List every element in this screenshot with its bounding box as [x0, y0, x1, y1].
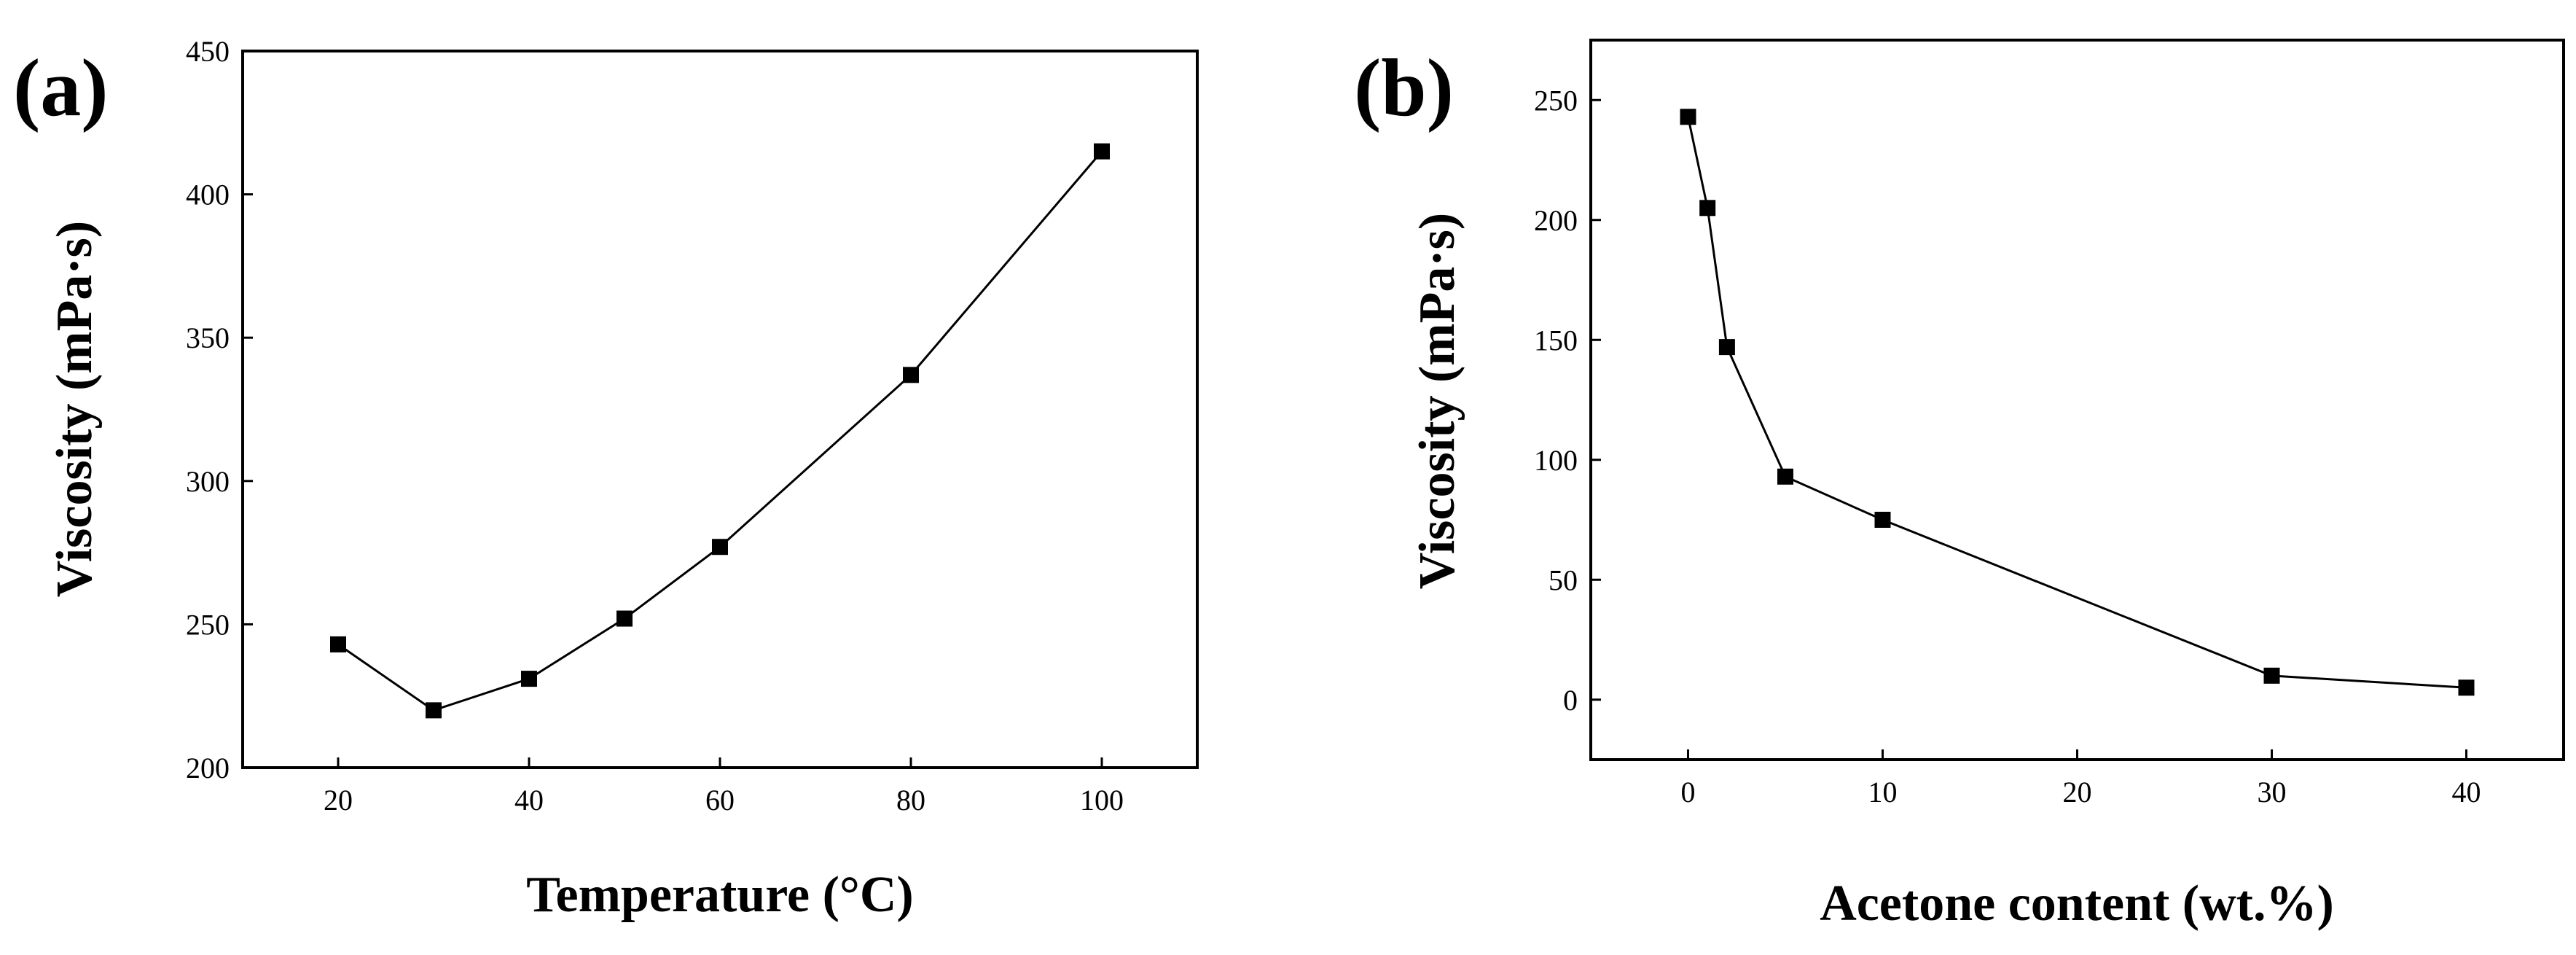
- chart-b: (b) 0 10 20 30 40 0 50 100 150 200 250 Acetone co…: [1354, 39, 2565, 932]
- data-point: [712, 539, 728, 556]
- x-tick-label: 0: [1681, 776, 1696, 808]
- data-point: [903, 367, 919, 383]
- y-tick-label: 150: [1534, 324, 1578, 356]
- x-tick-label: 80: [896, 784, 925, 816]
- x-axis-title-a: Temperature (°C): [526, 867, 914, 923]
- y-tick-label: 100: [1534, 444, 1578, 477]
- y-tick-label: 200: [186, 752, 230, 784]
- data-point: [1094, 143, 1110, 160]
- x-tick-label: 60: [705, 784, 735, 816]
- x-tick-label: 100: [1080, 784, 1124, 816]
- x-tick-label: 10: [1868, 776, 1898, 808]
- chart-a: (a) 20 40 60 80 100 200 250 300 350 400 450 Tempe…: [13, 35, 1199, 923]
- y-tick-label: 250: [186, 608, 230, 641]
- x-tick-label: 30: [2258, 776, 2287, 808]
- x-axis-title-b: Acetone content (wt.%): [1820, 876, 2334, 932]
- data-point: [2263, 667, 2280, 684]
- x-tick-label: 20: [324, 784, 353, 816]
- x-ticks-a: 20 40 60 80 100: [324, 757, 1124, 816]
- data-point: [1680, 109, 1696, 125]
- series-line: [337, 150, 1103, 712]
- x-ticks-b: 0 10 20 30 40: [1681, 749, 2481, 808]
- y-tick-label: 0: [1563, 684, 1578, 717]
- series-b: [1680, 109, 2475, 696]
- series-line: [1687, 116, 2467, 689]
- x-tick-label: 40: [2452, 776, 2481, 808]
- panel-label-b: (b): [1354, 43, 1454, 133]
- data-point: [521, 671, 537, 687]
- x-tick-label: 20: [2063, 776, 2092, 808]
- data-point: [616, 610, 633, 627]
- series-a: [330, 143, 1110, 719]
- y-ticks-a: 200 250 300 350 400 450: [186, 35, 253, 784]
- y-axis-title-a: Viscosity (mPa·s): [47, 221, 103, 598]
- plot-frame-a: [241, 50, 1199, 769]
- data-point: [2458, 679, 2475, 696]
- data-point: [426, 702, 442, 719]
- data-point: [1777, 468, 1793, 485]
- data-point: [1718, 339, 1735, 356]
- data-point: [330, 636, 346, 652]
- y-ticks-b: 0 50 100 150 200 250: [1534, 84, 1601, 717]
- y-axis-title-b: Viscosity (mPa·s): [1409, 213, 1465, 590]
- y-tick-label: 350: [186, 321, 230, 354]
- plot-frame-b: [1589, 39, 2565, 761]
- y-tick-label: 50: [1549, 564, 1578, 596]
- y-tick-label: 200: [1534, 204, 1578, 237]
- y-tick-label: 300: [186, 465, 230, 498]
- y-tick-label: 250: [1534, 84, 1578, 117]
- y-tick-label: 400: [186, 179, 230, 211]
- x-tick-label: 40: [514, 784, 544, 816]
- panel-label-a: (a): [13, 43, 109, 133]
- data-point: [1874, 512, 1891, 528]
- data-point: [1699, 200, 1716, 217]
- y-tick-label: 450: [186, 35, 230, 68]
